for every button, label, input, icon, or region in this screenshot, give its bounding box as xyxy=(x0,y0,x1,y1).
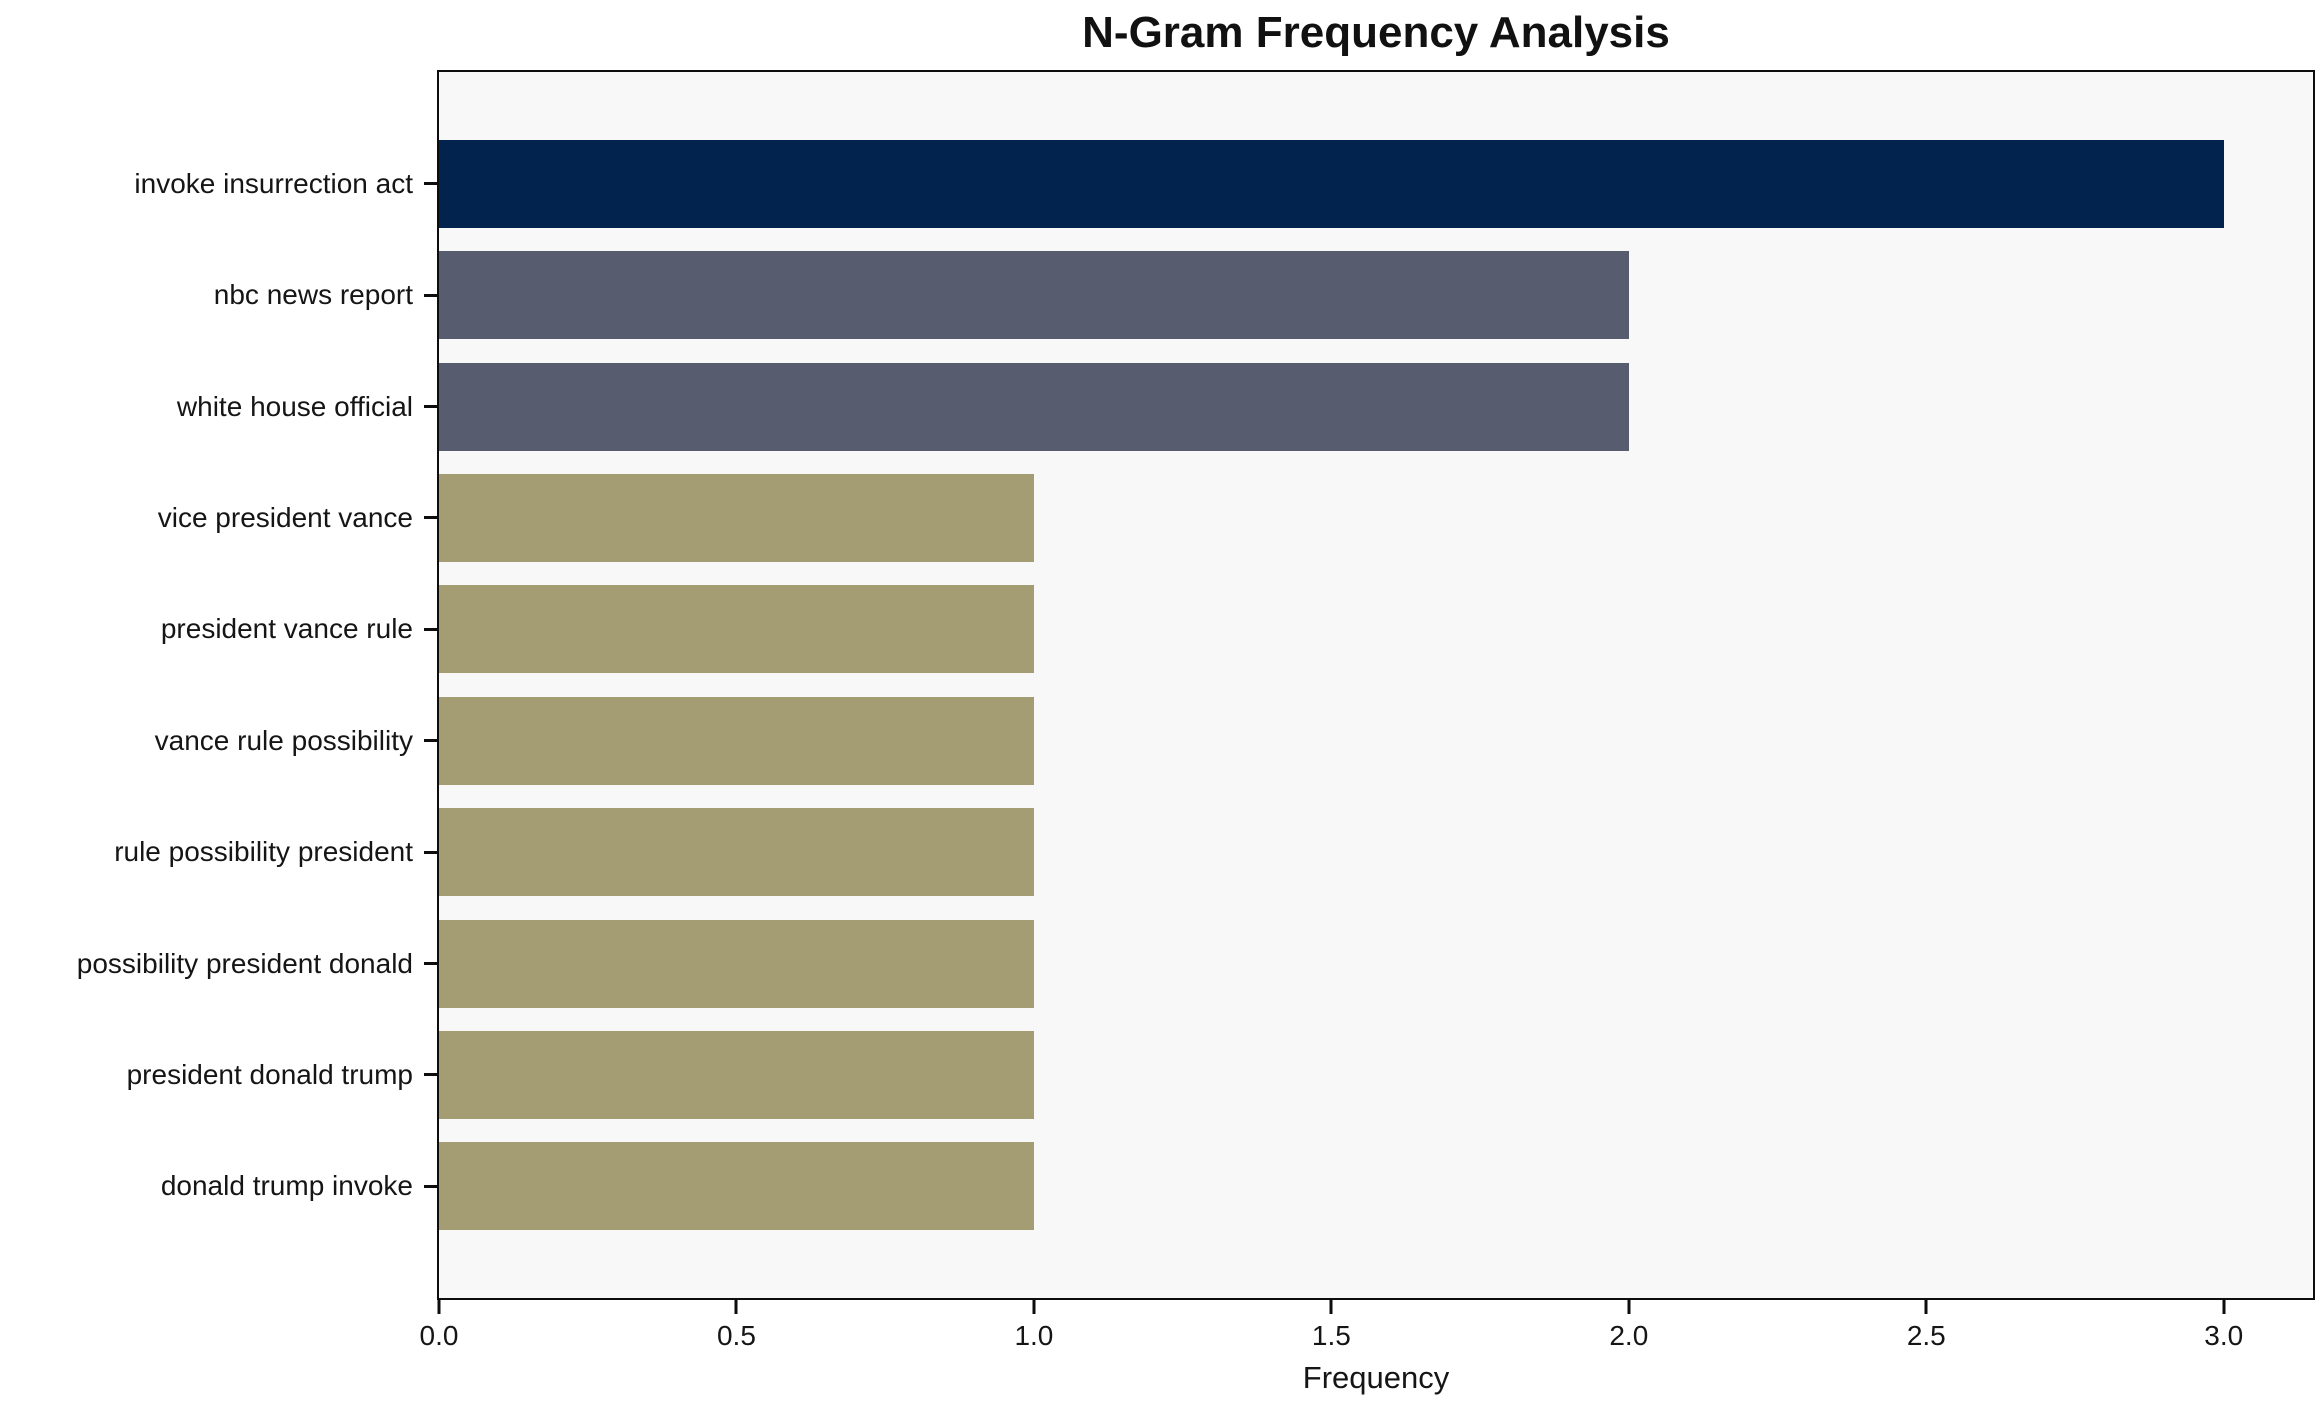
x-tick-label: 2.0 xyxy=(1609,1320,1649,1351)
chart-title: N-Gram Frequency Analysis xyxy=(1082,8,1670,57)
plot-area: invoke insurrection act nbc news report wh… xyxy=(77,70,2315,1350)
category-label: president donald trump xyxy=(126,1058,413,1090)
x-tick xyxy=(2222,1300,2226,1314)
bar xyxy=(439,808,1034,897)
x-tick-label: 3.0 xyxy=(2204,1320,2244,1351)
bar xyxy=(439,919,1034,1008)
category-label: possibility president donald xyxy=(76,947,413,979)
x-tick-label: 1.0 xyxy=(1014,1320,1054,1351)
category-label: president vance rule xyxy=(160,613,413,645)
x-tick xyxy=(1329,1300,1333,1314)
x-tick-label: 0.0 xyxy=(419,1320,459,1351)
x-tick xyxy=(1032,1300,1036,1314)
bar-row: vice president vance xyxy=(158,462,2313,573)
bar xyxy=(439,362,1629,451)
x-tick-label: 1.5 xyxy=(1311,1320,1351,1351)
y-tick xyxy=(424,1073,437,1077)
bar-row: donald trump invoke xyxy=(161,1131,2313,1242)
y-tick xyxy=(424,739,437,743)
bar-row: vance rule possibility xyxy=(155,685,2313,796)
x-tick xyxy=(734,1300,738,1314)
x-axis-label: Frequency xyxy=(1302,1360,1450,1395)
bar xyxy=(439,251,1629,340)
x-tick xyxy=(437,1300,441,1314)
bar-row: president donald trump xyxy=(127,1019,2313,1130)
y-tick xyxy=(424,293,437,297)
x-tick-label: 0.5 xyxy=(716,1320,756,1351)
y-tick xyxy=(424,627,437,631)
x-tick-label: 2.5 xyxy=(1906,1320,1946,1351)
bar-row: white house official xyxy=(177,351,2313,462)
bar-row: president vance rule xyxy=(161,574,2313,685)
y-tick xyxy=(424,1184,437,1188)
category-label: vance rule possibility xyxy=(154,724,413,756)
category-label: invoke insurrection act xyxy=(134,167,413,199)
bars-area: invoke insurrection act nbc news report wh… xyxy=(77,72,2313,1298)
category-label: rule possibility president xyxy=(114,836,413,868)
category-label: white house official xyxy=(176,390,413,422)
y-tick xyxy=(424,405,437,409)
bar-row: invoke insurrection act xyxy=(134,128,2313,239)
bar-row: nbc news report xyxy=(214,239,2313,350)
category-label: nbc news report xyxy=(213,279,413,311)
y-tick xyxy=(424,850,437,854)
y-tick xyxy=(424,182,437,186)
bar xyxy=(439,696,1034,785)
y-tick xyxy=(424,962,437,966)
bar xyxy=(439,1030,1034,1119)
category-label: vice president vance xyxy=(157,501,413,533)
y-tick xyxy=(424,516,437,520)
x-tick xyxy=(1924,1300,1928,1314)
bar xyxy=(439,473,1034,562)
bar xyxy=(439,139,2224,228)
x-tick xyxy=(1627,1300,1631,1314)
bar xyxy=(439,1142,1034,1231)
bar-row: possibility president donald xyxy=(77,908,2313,1019)
bar xyxy=(439,585,1034,674)
category-label: donald trump invoke xyxy=(160,1170,413,1202)
bar-row: rule possibility president xyxy=(114,796,2313,907)
